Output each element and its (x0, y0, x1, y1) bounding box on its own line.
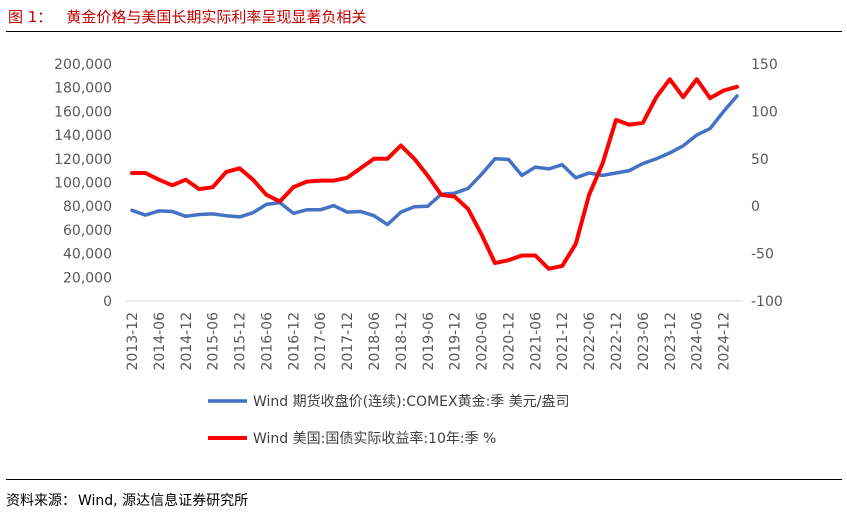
x-axis-tick-label: 2024-06 (690, 312, 706, 371)
x-axis-tick-label: 2019-12 (448, 312, 464, 371)
x-axis-tick-label: 2015-12 (233, 312, 249, 371)
right-axis-tick-label: 150 (751, 57, 778, 73)
left-axis-tick-label: 100,000 (54, 176, 112, 192)
x-axis-tick-label: 2017-12 (340, 312, 356, 371)
left-axis-tick-label: 200,000 (54, 57, 112, 73)
right-axis-tick-label: 100 (751, 104, 778, 120)
right-axis-tick-label: 0 (751, 199, 760, 215)
legend: Wind 期货收盘价(连续):COMEX黄金:季 美元/盎司 Wind 美国:国债… (208, 393, 569, 447)
right-axis-tick-label: -50 (751, 247, 774, 263)
x-axis-tick-label: 2023-12 (663, 312, 679, 371)
x-axis-tick-label: 2018-12 (394, 312, 410, 371)
top-rule (6, 31, 842, 32)
left-axis-tick-label: 120,000 (54, 152, 112, 168)
figure-title: 图 1： 黄金价格与美国长期实际利率呈现显著负相关 (8, 6, 380, 27)
left-axis-tick-label: 140,000 (54, 128, 112, 144)
x-axis-tick-label: 2024-12 (717, 312, 733, 371)
gold-vs-real-rate-chart: 0 20,000 40,000 60,000 80,000 100,000 120,000 1… (54, 57, 783, 447)
x-axis: 2013-12 2014-06 2014-12 2015-06 2015-12 2016-… (125, 312, 733, 371)
x-axis-tick-label: 2018-06 (367, 312, 383, 371)
left-axis-tick-label: 160,000 (54, 104, 112, 120)
x-axis-tick-label: 2021-06 (528, 312, 544, 371)
x-axis-tick-label: 2014-12 (179, 312, 195, 371)
source-label: 资料来源： (6, 493, 76, 509)
real-rate-line (130, 77, 739, 271)
figure-label: 图 1： (8, 8, 53, 26)
left-axis-tick-label: 40,000 (63, 247, 112, 263)
right-axis-tick-label: 50 (751, 152, 769, 168)
x-axis-tick-label: 2016-06 (259, 312, 275, 371)
bottom-rule (6, 479, 842, 480)
x-axis-tick-label: 2017-06 (313, 312, 329, 371)
left-axis: 0 20,000 40,000 60,000 80,000 100,000 120,000 1… (54, 57, 112, 310)
x-axis-tick-label: 2022-12 (609, 312, 625, 371)
x-axis-tick-label: 2023-06 (636, 312, 652, 371)
x-axis-tick-label: 2013-12 (125, 312, 141, 371)
left-axis-tick-label: 20,000 (63, 270, 112, 286)
x-axis-tick-label: 2020-12 (501, 312, 517, 371)
x-axis-tick-label: 2015-06 (206, 312, 222, 371)
legend-label: Wind 美国:国债实际收益率:10年:季 % (253, 430, 496, 447)
left-axis-tick-label: 180,000 (54, 81, 112, 97)
x-axis-tick-label: 2020-06 (475, 312, 491, 371)
figure-title-text: 黄金价格与美国长期实际利率呈现显著负相关 (66, 8, 367, 26)
x-axis-tick-label: 2022-06 (582, 312, 598, 371)
x-axis-tick-label: 2016-12 (286, 312, 302, 371)
source-note: 资料来源： Wind, 源达信息证券研究所 (6, 490, 250, 510)
x-axis-tick-label: 2021-12 (555, 312, 571, 371)
gold-price-line (130, 94, 739, 227)
left-axis-tick-label: 80,000 (63, 199, 112, 215)
left-axis-tick-label: 0 (103, 294, 112, 310)
series-layer (130, 77, 739, 271)
right-axis: -100 -50 0 50 100 150 (751, 57, 783, 310)
legend-label: Wind 期货收盘价(连续):COMEX黄金:季 美元/盎司 (253, 393, 569, 410)
left-axis-tick-label: 60,000 (63, 223, 112, 239)
x-axis-tick-label: 2019-06 (421, 312, 437, 371)
right-axis-tick-label: -100 (751, 294, 783, 310)
source-text: Wind, 源达信息证券研究所 (78, 493, 249, 509)
x-axis-tick-label: 2014-06 (152, 312, 168, 371)
